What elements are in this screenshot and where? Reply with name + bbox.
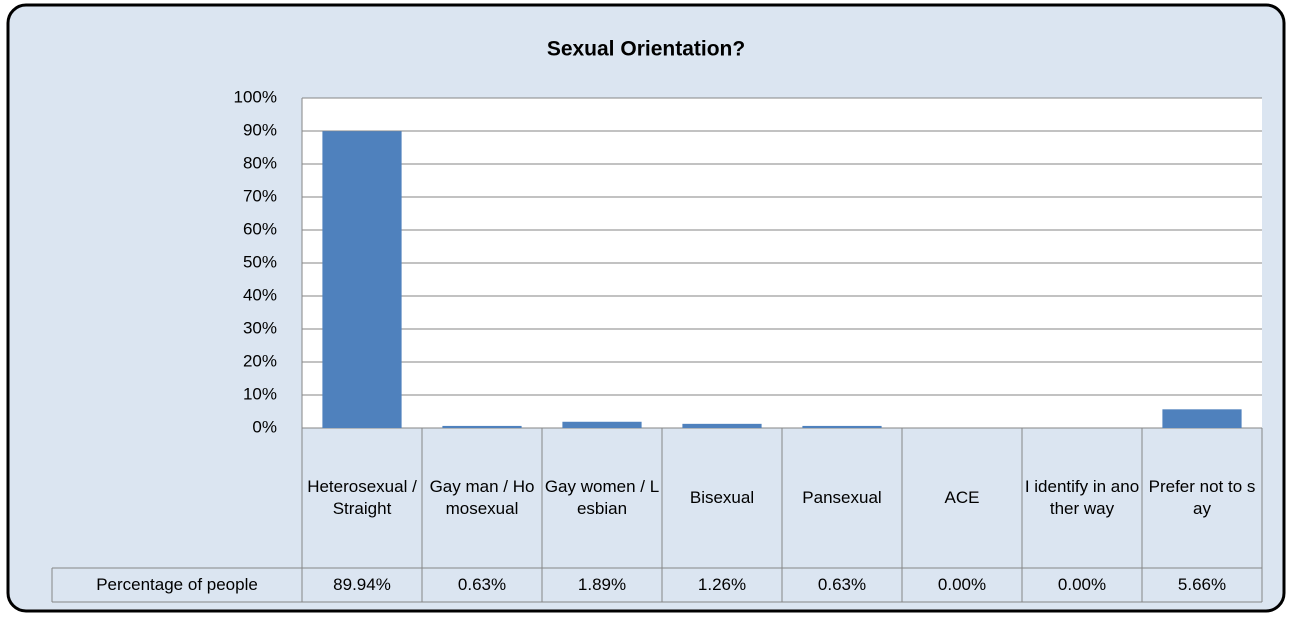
x-tick-label: Heterosexual / Straight (307, 477, 417, 518)
y-tick-label: 80% (243, 153, 277, 172)
y-tick-label: 90% (243, 120, 277, 139)
chart-title: Sexual Orientation? (547, 38, 745, 61)
x-tick-label: I identify in another way (1024, 477, 1140, 518)
bar (682, 423, 762, 428)
value-label: 0.63% (817, 575, 867, 594)
x-tick-label: Gay women / Lesbian (544, 477, 660, 518)
legend-label: Percentage of people (96, 575, 258, 594)
x-tick-label: ACE (944, 488, 980, 507)
y-tick-label: 50% (243, 252, 277, 271)
bar (442, 425, 522, 428)
y-tick-label: 60% (243, 219, 277, 238)
y-tick-label: 70% (243, 186, 277, 205)
y-tick-label: 20% (243, 351, 277, 370)
bar (1162, 409, 1242, 428)
y-tick-label: 40% (243, 285, 277, 304)
value-label: 0.00% (937, 575, 987, 594)
y-tick-label: 100% (234, 87, 277, 106)
value-label: 89.94% (333, 575, 391, 594)
x-tick-label: Pansexual (802, 488, 882, 507)
value-label: 1.89% (577, 575, 627, 594)
value-label: 0.63% (457, 575, 507, 594)
bar (322, 131, 402, 428)
y-tick-label: 10% (243, 384, 277, 403)
y-tick-label: 0% (252, 417, 277, 436)
bar (562, 421, 642, 428)
bar (802, 425, 882, 428)
value-label: 5.66% (1177, 575, 1227, 594)
x-tick-label: Prefer not to say (1148, 477, 1256, 518)
value-label: 1.26% (697, 575, 747, 594)
x-tick-label: Bisexual (689, 488, 755, 507)
x-tick-label: Gay man / Homosexual (429, 477, 535, 518)
value-label: 0.00% (1057, 575, 1107, 594)
y-tick-label: 30% (243, 318, 277, 337)
